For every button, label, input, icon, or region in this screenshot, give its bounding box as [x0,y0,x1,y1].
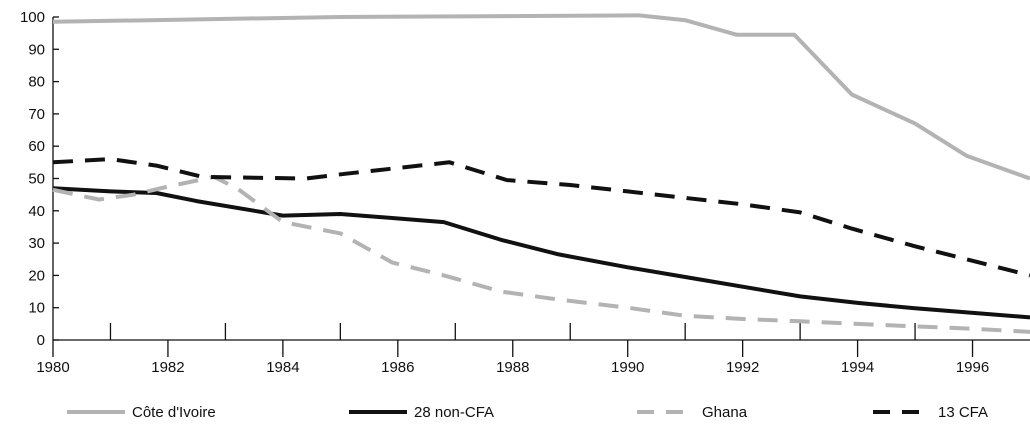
y-tick-label: 60 [28,138,45,155]
y-tick-label: 50 [28,171,45,188]
legend-label: 28 non-CFA [414,404,494,421]
x-axis: 1980 1982 1984 1986 1988 1990 1992 1994 1996 [36,323,1030,376]
y-tick-label: 90 [28,41,45,58]
x-tick-label: 1980 [36,359,69,376]
y-tick-label: 30 [28,235,45,252]
legend-item: 13 CFA [873,404,988,421]
y-tick-label: 80 [28,74,45,91]
x-tick-label: 1988 [496,359,529,376]
legend-label: Ghana [702,404,748,421]
y-tick-label: 70 [28,106,45,123]
series-line-2 [52,186,1030,320]
x-tick-label: 1986 [381,359,414,376]
legend-label: 13 CFA [938,404,988,421]
legend-item: 28 non-CFA [349,404,494,421]
y-tick-label: 0 [37,332,45,349]
series-line-1 [52,13,1030,181]
legend-item: Côte d'Ivoire [67,404,216,421]
y-tick-label: 100 [20,9,45,26]
y-tick-label: 20 [28,267,45,284]
legend: Côte d'Ivoire 28 non-CFA Ghana 13 CFA [67,404,988,421]
x-tick-label: 1990 [611,359,644,376]
y-axis: 0 10 20 30 40 50 60 70 80 90 100 [20,9,59,349]
series-layer [52,13,1030,334]
x-tick-label: 1992 [726,359,759,376]
legend-item: Ghana [637,404,748,421]
series-line-4 [52,157,1030,278]
y-tick-label: 40 [28,203,45,220]
x-tick-label: 1996 [956,359,989,376]
x-tick-label: 1982 [151,359,184,376]
series-line-3 [52,174,1030,334]
x-tick-label: 1994 [841,359,874,376]
x-tick-label: 1984 [266,359,299,376]
y-tick-label: 10 [28,300,45,317]
legend-label: Côte d'Ivoire [132,404,216,421]
